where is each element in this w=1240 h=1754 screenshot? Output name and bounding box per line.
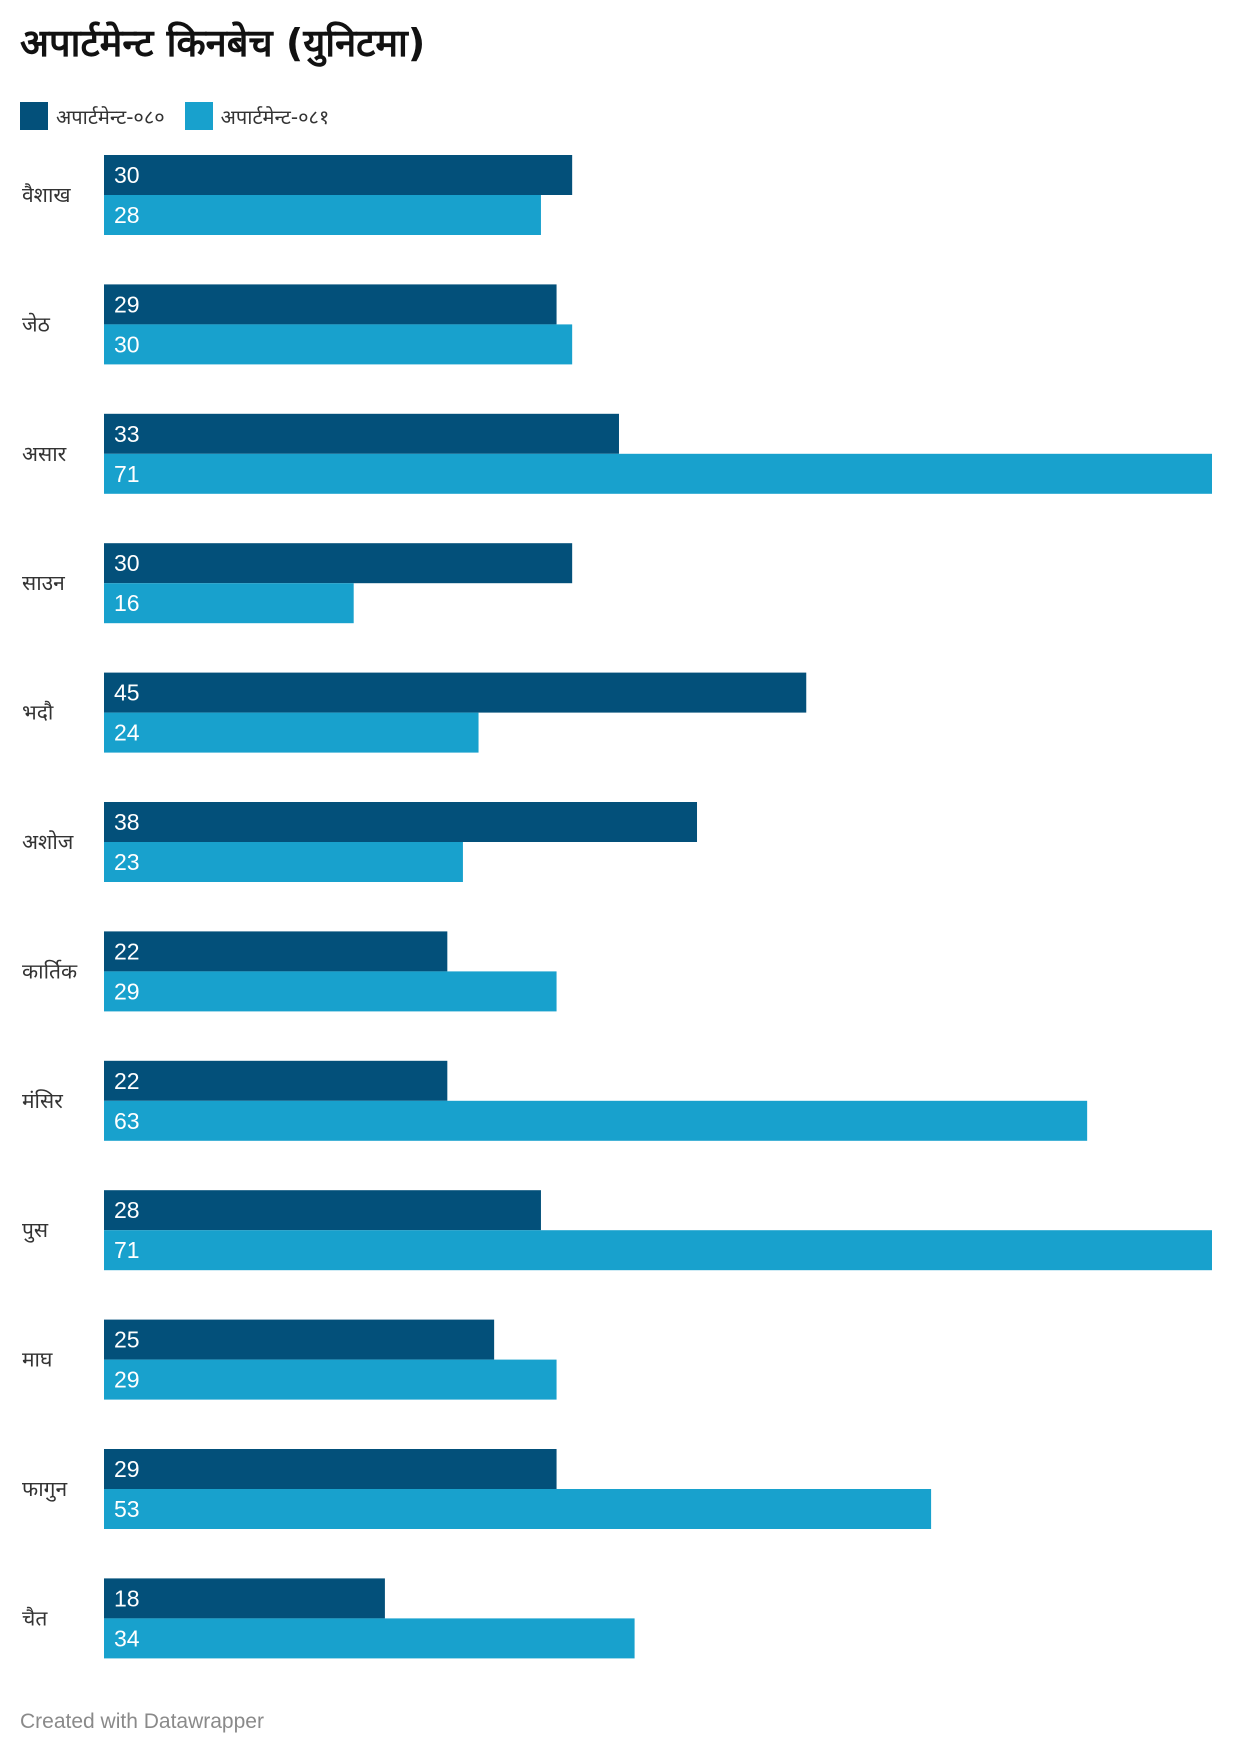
bar-series-1 — [104, 1100, 1088, 1141]
category-label: कार्तिक — [22, 959, 78, 983]
bar-series-0 — [104, 155, 573, 195]
bar-series-0 — [104, 802, 698, 842]
bar-series-0 — [104, 543, 573, 584]
category-label: भदौ — [22, 701, 54, 725]
bar-series-0 — [104, 413, 619, 454]
bar-series-1 — [104, 324, 573, 365]
bar-group-5: अशोज 38 23 — [22, 802, 698, 882]
bar-value-label: 29 — [114, 1367, 140, 1393]
bar-series-1 — [104, 1489, 932, 1529]
bar-group-7: मंसिर 22 63 — [22, 1060, 1088, 1141]
bar-value-label: 30 — [114, 331, 140, 357]
bar-series-1 — [104, 842, 463, 882]
bar-series-0 — [104, 1578, 385, 1619]
bar-value-label: 28 — [114, 1197, 140, 1223]
bar-value-label: 30 — [114, 162, 140, 188]
bar-group-10: फागुन 29 53 — [22, 1449, 932, 1529]
bar-value-label: 53 — [114, 1496, 140, 1522]
bar-group-8: पुस 28 71 — [22, 1190, 1212, 1271]
bar-series-1 — [104, 453, 1212, 494]
bar-value-label: 45 — [114, 680, 140, 706]
category-label: असार — [22, 442, 67, 466]
category-label: चैत — [22, 1606, 48, 1630]
bar-series-0 — [104, 1060, 448, 1101]
bar-series-0 — [104, 931, 448, 972]
category-label: फागुन — [22, 1477, 67, 1502]
bar-value-label: 23 — [114, 849, 140, 875]
legend-item-series-1: अपार्टमेन्ट-०८१ — [184, 102, 330, 130]
category-label: पुस — [22, 1218, 49, 1243]
bar-series-1 — [104, 583, 354, 624]
category-label: जेठ — [22, 312, 51, 336]
bar-value-label: 28 — [114, 202, 140, 228]
bar-group-0: वैशाख 30 28 — [22, 155, 573, 235]
bar-group-4: भदौ 45 24 — [22, 672, 807, 753]
bar-value-label: 24 — [114, 720, 140, 746]
legend-swatch-series-0 — [20, 102, 48, 130]
bar-value-label: 71 — [114, 461, 140, 487]
bar-value-label: 22 — [114, 938, 140, 964]
footer-credit: Created with Datawrapper — [20, 1710, 264, 1733]
bar-series-0 — [104, 1449, 557, 1489]
bar-value-label: 38 — [114, 809, 140, 835]
bar-value-label: 34 — [114, 1625, 140, 1651]
bar-series-0 — [104, 672, 807, 713]
bar-group-11: चैत 18 34 — [22, 1578, 635, 1659]
bar-value-label: 63 — [114, 1108, 140, 1134]
legend-label-series-0: अपार्टमेन्ट-०८० — [56, 104, 165, 129]
bar-value-label: 30 — [114, 550, 140, 576]
bar-value-label: 29 — [114, 1456, 140, 1482]
category-label: वैशाख — [22, 183, 71, 207]
bar-value-label: 33 — [114, 421, 140, 447]
bar-group-3: साउन 30 16 — [22, 543, 573, 624]
bar-series-0 — [104, 284, 557, 325]
bar-value-label: 22 — [114, 1068, 140, 1094]
legend-item-series-0: अपार्टमेन्ट-०८० — [20, 102, 165, 130]
bar-value-label: 25 — [114, 1327, 140, 1353]
bar-chart: वैशाख 30 28 जेठ 29 30 असार 33 71 साउन 30 16 भदौ 45 24 अ… — [22, 155, 1212, 1659]
bar-series-1 — [104, 1618, 635, 1659]
bar-value-label: 16 — [114, 590, 140, 616]
legend: अपार्टमेन्ट-०८० अपार्टमेन्ट-०८१ — [20, 102, 349, 130]
legend-swatch-series-1 — [184, 102, 213, 130]
category-label: साउन — [22, 571, 65, 595]
category-label: अशोज — [22, 830, 74, 854]
legend-label-series-1: अपार्टमेन्ट-०८१ — [220, 104, 330, 129]
bar-group-9: माघ 25 29 — [22, 1319, 557, 1400]
bar-value-label: 29 — [114, 978, 140, 1004]
bar-series-1 — [104, 1359, 557, 1400]
bar-group-6: कार्तिक 22 29 — [22, 931, 557, 1012]
bar-value-label: 29 — [114, 291, 140, 317]
bar-series-1 — [104, 712, 479, 753]
bar-group-1: जेठ 29 30 — [22, 284, 573, 365]
bar-series-0 — [104, 1319, 495, 1360]
bar-value-label: 18 — [114, 1585, 140, 1611]
bar-series-0 — [104, 1190, 541, 1231]
category-label: माघ — [22, 1348, 53, 1372]
bar-series-1 — [104, 971, 557, 1012]
bar-series-1 — [104, 1230, 1212, 1271]
chart-title: अपार्टमेन्ट किनबेच (युनिटमा) — [20, 21, 426, 65]
category-label: मंसिर — [22, 1089, 63, 1113]
bar-group-2: असार 33 71 — [22, 413, 1212, 494]
bar-series-1 — [104, 195, 541, 235]
bar-value-label: 71 — [114, 1237, 140, 1263]
